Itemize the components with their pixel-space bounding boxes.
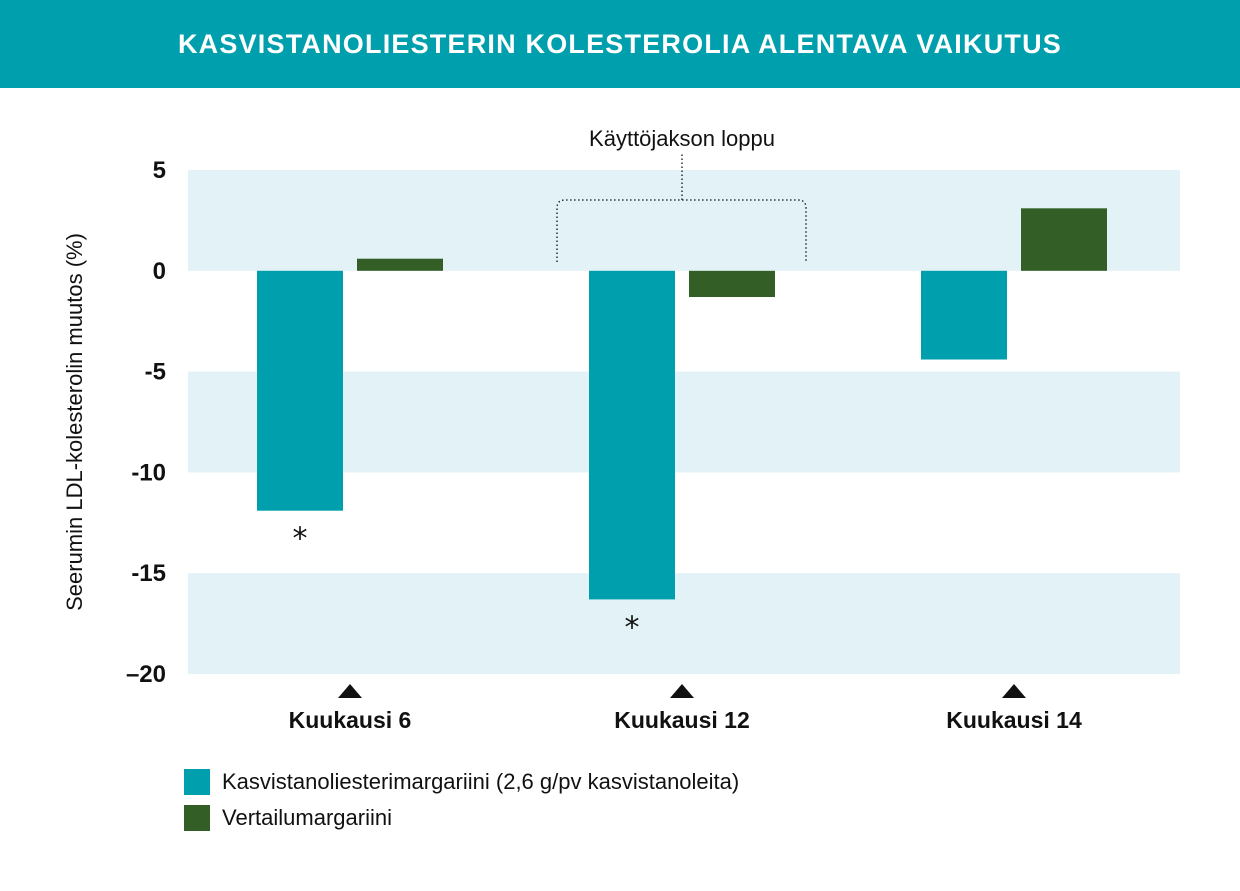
category-marker-triangle (670, 684, 694, 698)
legend-swatch-series-1 (184, 769, 210, 795)
bar-kasvistanoliesteri-3 (921, 270, 1007, 360)
legend-label-series-1: Kasvistanoliesterimargariini (2,6 g/pv k… (222, 769, 740, 794)
y-tick-label: -15 (131, 560, 166, 587)
y-tick-label: –20 (126, 661, 166, 688)
x-tick-label: Kuukausi 12 (614, 707, 750, 733)
bracket-label: Käyttöjakson loppu (589, 126, 775, 151)
y-tick-label: 5 (153, 157, 166, 184)
y-tick-label: 0 (153, 258, 166, 285)
legend: Kasvistanoliesterimargariini (2,6 g/pv k… (184, 764, 739, 836)
background-band (188, 573, 1180, 674)
legend-item-series-1: Kasvistanoliesterimargariini (2,6 g/pv k… (184, 764, 739, 800)
legend-item-series-2: Vertailumargariini (184, 800, 739, 836)
bar-vertailu-3 (1021, 208, 1107, 271)
x-tick-label: Kuukausi 6 (289, 707, 412, 733)
legend-label-series-2: Vertailumargariini (222, 805, 392, 830)
y-axis-label: Seerumin LDL-kolesterolin muutos (%) (62, 233, 87, 611)
significance-marker: * (293, 522, 308, 557)
bar-vertailu-2 (689, 270, 775, 298)
bar-kasvistanoliesteri-1 (257, 270, 343, 511)
chart-title: KASVISTANOLIESTERIN KOLESTEROLIA ALENTAV… (177, 28, 1062, 59)
y-tick-label: -5 (145, 359, 166, 386)
legend-swatch-series-2 (184, 805, 210, 831)
bracket-line (556, 199, 807, 262)
bar-kasvistanoliesteri-2 (589, 270, 675, 600)
bar-vertailu-1 (357, 258, 443, 271)
background-band (188, 371, 1180, 473)
category-marker-triangle (1002, 684, 1026, 698)
y-tick-label: -10 (131, 459, 166, 486)
title-bar: KASVISTANOLIESTERIN KOLESTEROLIA ALENTAV… (0, 0, 1240, 88)
significance-marker: * (625, 610, 640, 645)
x-tick-label: Kuukausi 14 (946, 707, 1082, 733)
category-marker-triangle (338, 684, 362, 698)
background-band (188, 170, 1180, 271)
